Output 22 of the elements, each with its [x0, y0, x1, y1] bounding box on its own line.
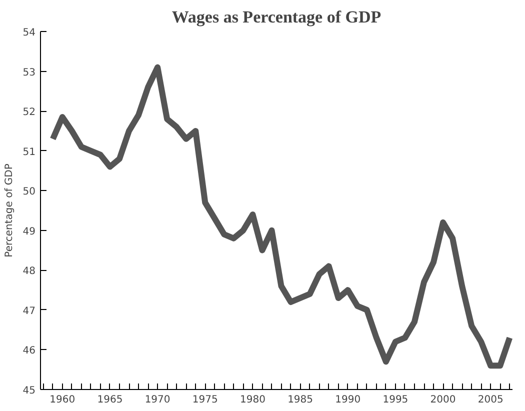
y-tick-label: 50 — [22, 186, 36, 198]
y-tick-label: 46 — [22, 346, 36, 357]
x-tick-label: 1975 — [192, 394, 218, 406]
y-tick-label: 51 — [22, 146, 36, 158]
x-tick-label: 1985 — [288, 394, 314, 406]
x-tick-label: 1960 — [50, 394, 76, 406]
x-tick-label: 1970 — [144, 394, 170, 406]
chart-title: Wages as Percentage of GDP — [172, 8, 382, 26]
y-axis-title: Percentage of GDP — [4, 164, 15, 258]
x-tick-label: 1995 — [382, 394, 408, 406]
x-tick-label: 2000 — [430, 394, 456, 406]
x-tick-label: 1990 — [335, 394, 361, 406]
y-tick-label: 52 — [22, 107, 36, 118]
x-tick-label: 1980 — [240, 394, 266, 406]
y-tick-label: 54 — [22, 28, 36, 38]
x-tick-label: 1965 — [97, 394, 123, 406]
y-tick-label: 48 — [22, 266, 36, 278]
y-tick-label: 53 — [22, 67, 36, 78]
y-tick-label: 47 — [22, 306, 36, 317]
y-tick-label: 45 — [22, 386, 36, 396]
x-tick-label: 2005 — [478, 394, 504, 406]
y-tick-label: 49 — [22, 226, 36, 238]
